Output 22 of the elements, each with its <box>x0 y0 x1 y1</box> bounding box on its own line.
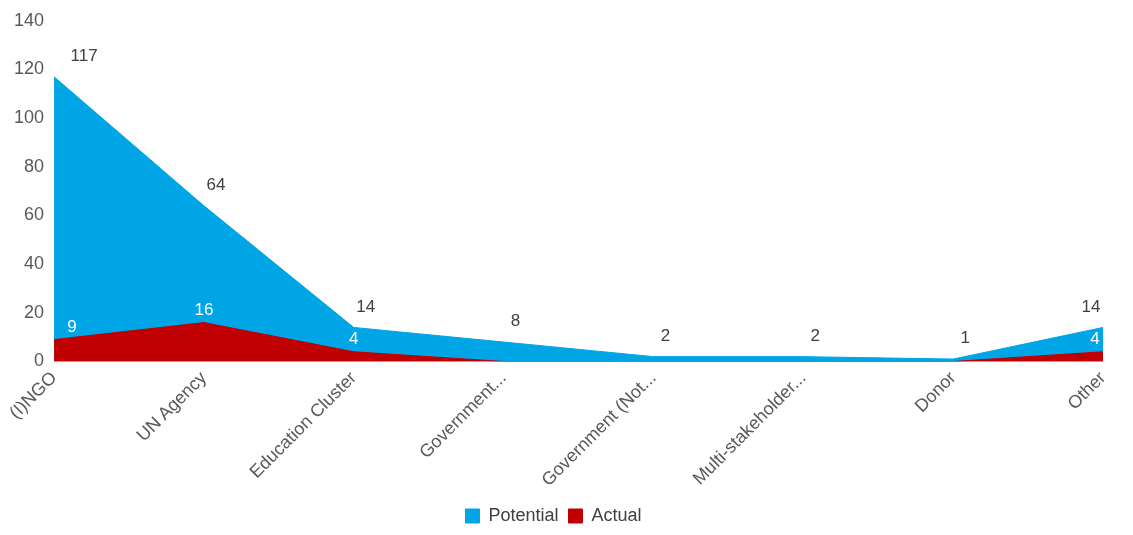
data-label: 14 <box>1081 296 1101 316</box>
data-label: 117 <box>70 45 98 65</box>
data-label: 2 <box>660 325 671 345</box>
y-tick-label: 20 <box>24 301 45 322</box>
y-tick-label: 80 <box>24 155 45 176</box>
data-label: 2 <box>810 325 821 345</box>
data-label: 4 <box>1090 328 1100 348</box>
legend-label: Potential <box>488 504 559 525</box>
y-tick-label: 140 <box>13 9 45 30</box>
data-label: 16 <box>194 299 214 319</box>
y-tick-label: 40 <box>24 253 45 274</box>
y-tick-label: 0 <box>34 350 45 371</box>
data-label: 1 <box>960 328 970 348</box>
data-label: 4 <box>349 328 359 348</box>
data-label: 64 <box>206 174 226 194</box>
y-tick-label: 120 <box>13 58 45 79</box>
data-label: 9 <box>67 316 77 336</box>
y-tick-label: 60 <box>24 204 45 225</box>
data-label: 14 <box>356 296 376 316</box>
y-tick-label: 100 <box>13 107 45 128</box>
legend-label: Actual <box>591 504 642 525</box>
data-label: 8 <box>510 311 521 331</box>
